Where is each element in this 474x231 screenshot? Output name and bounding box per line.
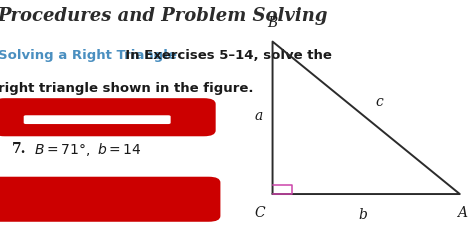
Text: C: C	[255, 206, 265, 219]
Text: Solving a Right Triangle: Solving a Right Triangle	[0, 49, 176, 61]
FancyBboxPatch shape	[0, 98, 216, 136]
Text: b: b	[358, 208, 367, 222]
Text: c: c	[375, 95, 383, 109]
FancyBboxPatch shape	[24, 115, 171, 124]
FancyBboxPatch shape	[0, 177, 220, 222]
Text: 7.: 7.	[12, 142, 27, 156]
Text: $B = 71°,$: $B = 71°,$	[34, 142, 90, 158]
Text: a: a	[254, 109, 263, 122]
Text: A: A	[457, 206, 467, 219]
Text: $b = 14$: $b = 14$	[97, 142, 142, 157]
Text: In Exercises 5–14, solve the: In Exercises 5–14, solve the	[116, 49, 332, 61]
Text: B: B	[267, 16, 278, 30]
Text: right triangle shown in the figure.: right triangle shown in the figure.	[0, 82, 253, 95]
Text: Procedures and Problem Solving: Procedures and Problem Solving	[0, 7, 328, 25]
